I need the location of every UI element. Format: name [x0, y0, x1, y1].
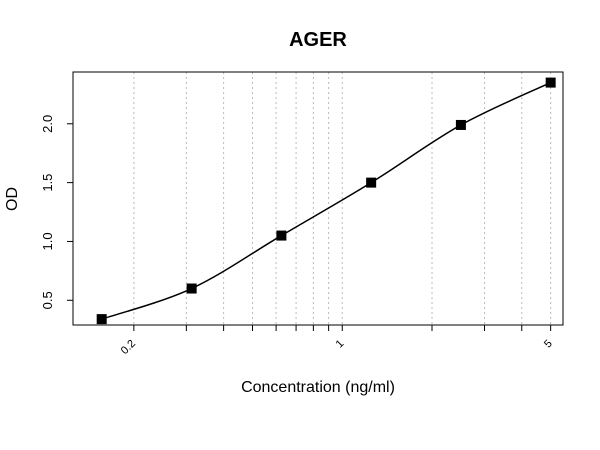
x-tick-label: 1	[334, 338, 347, 351]
x-axis: 0.2 1 5	[119, 325, 555, 357]
data-point	[276, 230, 287, 241]
data-point	[186, 283, 197, 294]
y-tick-label: 1.5	[40, 174, 55, 192]
data-points	[96, 77, 556, 325]
fit-curve	[101, 81, 551, 320]
y-tick-label: 0.5	[40, 291, 55, 309]
x-tick-label: 0.2	[119, 338, 138, 357]
y-tick-label: 2.0	[40, 115, 55, 133]
data-point	[545, 77, 556, 88]
y-axis-label: OD	[4, 187, 21, 211]
chart-title: AGER	[289, 29, 347, 51]
y-tick-label: 1.0	[40, 232, 55, 250]
x-axis-label: Concentration (ng/ml)	[241, 379, 395, 396]
y-axis: 0.5 1.0 1.5 2.0	[40, 115, 74, 309]
x-tick-label: 5	[542, 338, 555, 351]
fit-curve-layer	[101, 81, 551, 320]
data-point	[366, 177, 377, 188]
grid-lines	[133, 72, 552, 325]
data-point	[96, 314, 107, 325]
data-point	[455, 119, 466, 130]
